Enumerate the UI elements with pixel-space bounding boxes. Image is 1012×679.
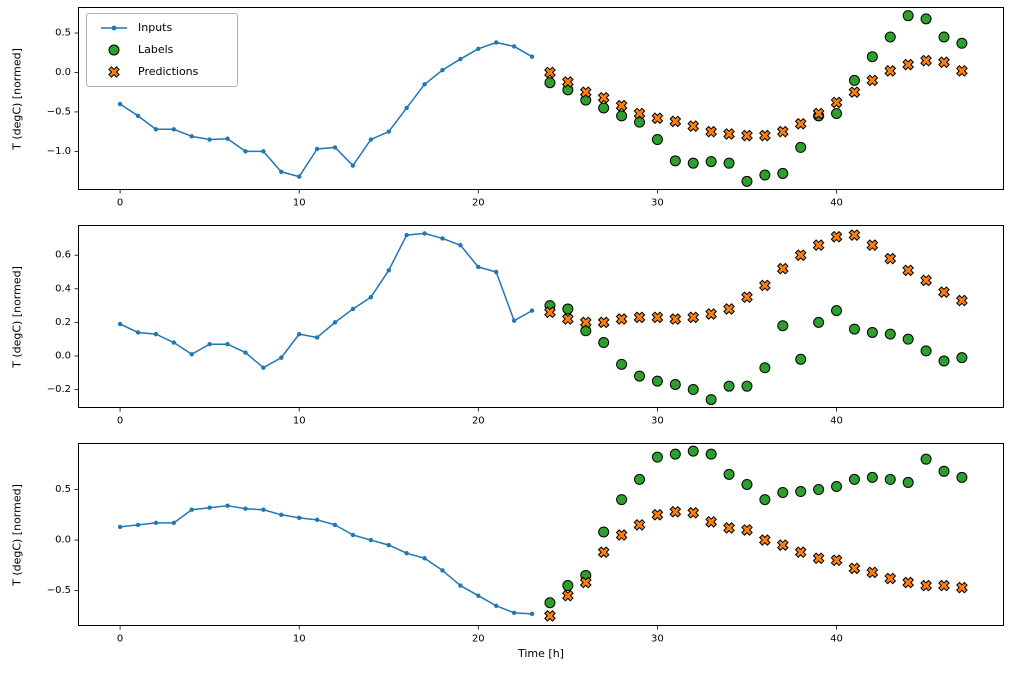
x-tick-label: 0	[117, 634, 123, 645]
plot-area-middle: 0 10 20 30 40 0.6 0.4 0.2 0.0 −0.2	[47, 225, 1004, 427]
x-tick-label: 0	[117, 416, 123, 427]
y-tick-label: 0.0	[55, 67, 71, 78]
series-predictions	[544, 505, 968, 622]
axis-ticks: 0 10 20 30 40 0.6 0.4 0.2 0.0 −0.2	[47, 250, 843, 427]
series-labels	[544, 445, 968, 609]
y-axis-label-top: T (degC) [normed]	[10, 47, 24, 150]
y-tick-label: −0.5	[47, 585, 71, 596]
predictions-x-icon	[108, 66, 120, 78]
x-tick-label: 40	[830, 416, 843, 427]
legend: Inputs Labels Predictions	[86, 13, 238, 87]
axes-frame	[78, 7, 1004, 190]
y-tick-label: 0.6	[55, 250, 71, 261]
series-inputs	[117, 503, 535, 617]
y-tick-label: −0.2	[47, 384, 71, 395]
y-tick-label: 0.4	[55, 283, 71, 294]
y-tick-label: −0.5	[47, 106, 71, 117]
series-inputs	[117, 231, 535, 370]
x-tick-label: 20	[472, 416, 485, 427]
y-tick-label: 0.5	[55, 484, 71, 495]
y-tick-label: 0.5	[55, 28, 71, 39]
inputs-dot-glyph	[111, 25, 117, 31]
legend-item-inputs: Inputs	[99, 21, 225, 35]
x-tick-label: 20	[472, 634, 485, 645]
axes-frame	[78, 225, 1004, 408]
legend-label-inputs: Inputs	[138, 21, 173, 34]
x-tick-label: 0	[117, 198, 123, 209]
legend-label-labels: Labels	[138, 43, 174, 56]
x-tick-label: 30	[651, 416, 664, 427]
series-labels	[544, 10, 968, 187]
plot-area-top: 0 10 20 30 40 0.5 0.0 −0.5 −1.0	[47, 7, 1004, 209]
x-tick-label: 30	[651, 634, 664, 645]
series-inputs	[117, 40, 535, 179]
y-tick-label: 0.2	[55, 317, 71, 328]
axes-frame	[78, 443, 1004, 626]
y-axis-label-middle: T (degC) [normed]	[10, 265, 24, 368]
series-predictions	[544, 229, 968, 329]
series-labels	[544, 300, 968, 406]
x-tick-label: 30	[651, 198, 664, 209]
series-predictions	[544, 54, 968, 142]
legend-item-predictions: Predictions	[99, 65, 225, 79]
x-tick-label: 40	[830, 198, 843, 209]
predictions-x-glyph	[108, 66, 120, 78]
legend-item-labels: Labels	[99, 43, 225, 57]
labels-circle-icon	[108, 44, 120, 56]
subplot-top: 0 10 20 30 40 0.5 0.0 −0.5 −1.0 T (degC) [normed…	[11, 7, 1004, 209]
inputs-line-icon	[101, 25, 127, 31]
axis-ticks: 0 10 20 30 40 0.5 0.0 −0.5 −1.0	[47, 28, 843, 209]
x-tick-label: 20	[472, 198, 485, 209]
x-tick-label: 40	[830, 634, 843, 645]
subplot-bottom: 0 10 20 30 40 0.5 0.0 −0.5 T (degC) [normed]	[11, 443, 1004, 645]
y-tick-label: 0.0	[55, 535, 71, 546]
plot-area-bottom: 0 10 20 30 40 0.5 0.0 −0.5	[47, 443, 1004, 645]
x-axis-label: Time [h]	[518, 647, 564, 660]
subplot-middle: 0 10 20 30 40 0.6 0.4 0.2 0.0 −0.2 T (degC) [norm…	[11, 225, 1004, 427]
x-tick-label: 10	[293, 416, 306, 427]
x-tick-label: 10	[293, 198, 306, 209]
legend-label-predictions: Predictions	[138, 65, 199, 78]
labels-circle-glyph	[108, 44, 120, 56]
x-tick-label: 10	[293, 634, 306, 645]
y-tick-label: 0.0	[55, 350, 71, 361]
y-tick-label: −1.0	[47, 146, 71, 157]
y-axis-label-bottom: T (degC) [normed]	[10, 483, 24, 586]
axis-ticks: 0 10 20 30 40 0.5 0.0 −0.5	[47, 484, 843, 644]
